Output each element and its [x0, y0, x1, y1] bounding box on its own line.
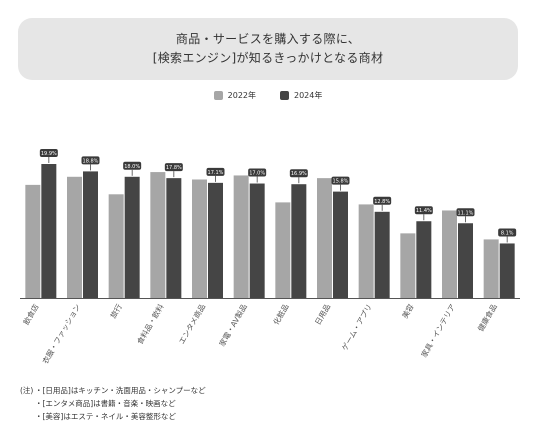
- legend-swatch-2024: [280, 91, 289, 100]
- bar-2022: [400, 233, 416, 298]
- bar-2024: [83, 171, 98, 298]
- bar-2024: [291, 184, 307, 298]
- data-label: 15.8%: [333, 179, 349, 185]
- legend-item-2024: 2024年: [280, 90, 322, 101]
- note-row-2: ・[エンタメ商品]は書籍・音楽・映画など: [20, 397, 206, 410]
- category-label: 健康食品: [475, 302, 499, 333]
- data-label-box: [123, 161, 142, 170]
- category-label: 家電・AV製品: [217, 302, 249, 348]
- data-label: 18.8%: [83, 158, 99, 164]
- data-label-box: [414, 206, 433, 215]
- bar-2022: [25, 184, 41, 298]
- title-box: 商品・サービスを購入する際に、 [検索エンジン]が知るきっかけとなる商材: [18, 18, 518, 80]
- bar-2024: [208, 182, 223, 298]
- data-label-box: [498, 228, 517, 237]
- note-line-2: ・[エンタメ商品]は書籍・音楽・映画など: [35, 399, 176, 408]
- note-line-1: ・[日用品]はキッチン・洗面用品・シャンプーなど: [35, 386, 206, 395]
- data-label: 17.1%: [208, 170, 224, 176]
- data-label-box: [456, 208, 475, 217]
- bar-2022: [108, 194, 124, 298]
- category-label: 美容: [399, 302, 415, 320]
- data-label: 18.0%: [124, 164, 140, 170]
- category-label: 旅行: [108, 302, 124, 320]
- data-label-box: [373, 196, 392, 205]
- bar-2022: [67, 176, 82, 298]
- chart-title-line-2: [検索エンジン]が知るきっかけとなる商材: [152, 51, 384, 65]
- category-label: 食料品・飲料: [134, 302, 165, 346]
- legend-label-2024: 2024年: [294, 91, 323, 100]
- chart-title-line-1: 商品・サービスを購入する際に、: [175, 32, 361, 46]
- data-label: 17.8%: [166, 165, 182, 171]
- category-label: 衣服・ファッション: [40, 302, 82, 365]
- legend: 2022年 2024年: [0, 90, 536, 101]
- bar-2022: [358, 204, 374, 298]
- bar-2024: [374, 211, 390, 298]
- bar-2022: [233, 175, 249, 298]
- category-label: 飲食店: [21, 302, 41, 327]
- bar-2022: [150, 172, 166, 298]
- bar-2024: [416, 221, 432, 298]
- category-label: 日用品: [313, 303, 332, 327]
- category-label: 化粧品: [271, 302, 291, 326]
- bar-2024: [249, 183, 265, 298]
- data-label: 16.9%: [291, 171, 307, 177]
- bar-2024: [124, 176, 140, 298]
- legend-swatch-2022: [213, 91, 223, 100]
- category-label: 家具・インテリア: [419, 302, 458, 359]
- data-label-box: [206, 167, 225, 176]
- bar-2022: [317, 178, 332, 298]
- bar-2024: [458, 223, 473, 298]
- bar-chart: 19.9% 飲食店 18.8% 衣服・ファッション 18.0% 旅行 17.8% 食料品・飲料…: [20, 149, 520, 365]
- data-label: 12.8%: [374, 199, 390, 205]
- bar-2024: [333, 191, 348, 298]
- data-label: 11.1%: [458, 210, 474, 216]
- bar-2022: [483, 239, 499, 298]
- data-label: 17.0%: [249, 171, 265, 177]
- note-row-3: ・[美容]はエステ・ネイル・美容整形など: [20, 410, 206, 423]
- data-label: 19.9%: [41, 151, 57, 157]
- bar-2022: [192, 179, 207, 298]
- data-label: 11.4%: [416, 208, 432, 214]
- bar-2024: [499, 243, 515, 298]
- data-label-box: [39, 149, 58, 157]
- category-label: エンタメ商品: [176, 302, 207, 346]
- legend-label-2022: 2022年: [227, 91, 256, 100]
- bar-2022: [442, 210, 457, 298]
- note-prefix: (注): [20, 386, 34, 395]
- notes: (注) ・[日用品]はキッチン・洗面用品・シャンプーなど ・[エンタメ商品]は書…: [20, 384, 206, 423]
- data-label-box: [81, 156, 100, 165]
- bar-2022: [275, 202, 291, 298]
- legend-item-2022: 2022年: [213, 90, 256, 101]
- note-line-3: ・[美容]はエステ・ネイル・美容整形など: [35, 412, 176, 421]
- data-label-box: [331, 176, 350, 185]
- data-label-box: [289, 169, 308, 178]
- data-label: 8.1%: [501, 230, 514, 236]
- data-label-box: [164, 163, 183, 172]
- bar-2024: [166, 178, 182, 298]
- data-label-box: [248, 168, 267, 177]
- note-row-1: (注) ・[日用品]はキッチン・洗面用品・シャンプーなど: [20, 384, 206, 397]
- bar-2024: [41, 164, 57, 298]
- category-label: ゲーム・アプリ: [340, 303, 374, 353]
